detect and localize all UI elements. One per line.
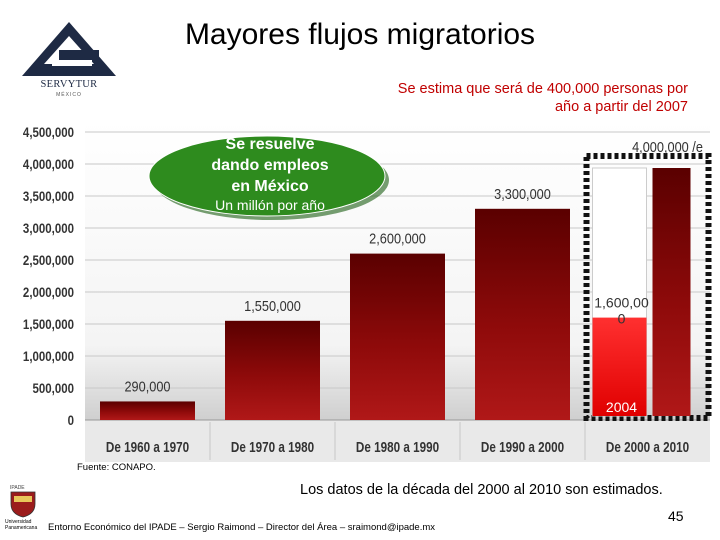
- x-tick-label: De 1990 a 2000: [481, 439, 564, 456]
- y-tick-label: 1,000,000: [23, 348, 74, 364]
- bar: [475, 208, 570, 420]
- callout-subtitle: Un millón por año: [215, 197, 325, 213]
- callout-line: en México: [231, 178, 309, 195]
- bar: [350, 253, 445, 420]
- y-tick-label: 0: [68, 412, 74, 428]
- bar-2004: [592, 317, 647, 416]
- ipade-label: IPADE: [10, 485, 25, 491]
- estimate-outline: [583, 153, 712, 421]
- bar-value-label: 290,000: [124, 377, 170, 394]
- bar-value-label: 3,300,000: [494, 185, 551, 202]
- y-tick-label: 1,500,000: [23, 316, 74, 332]
- y-tick-label: 4,000,000: [23, 156, 74, 172]
- ipade-shield-icon: [10, 491, 36, 518]
- source-note: Fuente: CONAPO.: [77, 462, 156, 473]
- page-number: 45: [668, 508, 684, 524]
- footer-credits: Entorno Económico del IPADE – Sergio Rai…: [48, 522, 436, 533]
- sub-bar-year-label: 2004: [606, 399, 637, 415]
- x-tick-label: De 1970 a 1980: [231, 439, 314, 456]
- logo-name: CONCANACO: [34, 66, 104, 77]
- concanaco-logo: [22, 22, 116, 76]
- y-tick-label: 500,000: [33, 380, 74, 396]
- sub-bar-value-label: 0: [618, 311, 626, 327]
- page-title: Mayores flujos migratorios: [184, 18, 536, 51]
- callout-line: Se resuelve: [225, 136, 315, 153]
- y-tick-label: 4,500,000: [23, 124, 74, 140]
- bar-value-label: 1,550,000: [244, 297, 301, 314]
- x-tick-label: De 2000 a 2010: [606, 439, 689, 456]
- callout-line: dando empleos: [211, 157, 329, 174]
- y-tick-label: 3,500,000: [23, 188, 74, 204]
- sub-bar-value-label: 1,600,00: [594, 295, 649, 311]
- x-tick-label: De 1980 a 1990: [356, 439, 439, 456]
- callout-shape: [148, 135, 389, 220]
- university-label: Universidad Panamericana: [5, 519, 38, 531]
- bar-value-label: 2,600,000: [369, 230, 426, 247]
- bar-estimate: [652, 168, 691, 416]
- callout-title: Se resuelve dando empleos en México: [150, 134, 390, 197]
- x-tick-label: De 1960 a 1970: [106, 439, 189, 456]
- logo-country: MÉXICO: [56, 92, 82, 98]
- bar: [225, 320, 320, 420]
- bar-value-label: 4,000,000 /e: [632, 138, 703, 155]
- estimate-footnote: Los datos de la década del 2000 al 2010 …: [300, 482, 663, 498]
- y-tick-label: 2,000,000: [23, 284, 74, 300]
- logo-subtitle: SERVYTUR: [40, 79, 98, 90]
- estimate-note: Se estima que será de 400,000 personas p…: [397, 81, 688, 115]
- bar: [100, 401, 195, 420]
- y-tick-label: 3,000,000: [23, 220, 74, 236]
- y-tick-label: 2,500,000: [23, 252, 74, 268]
